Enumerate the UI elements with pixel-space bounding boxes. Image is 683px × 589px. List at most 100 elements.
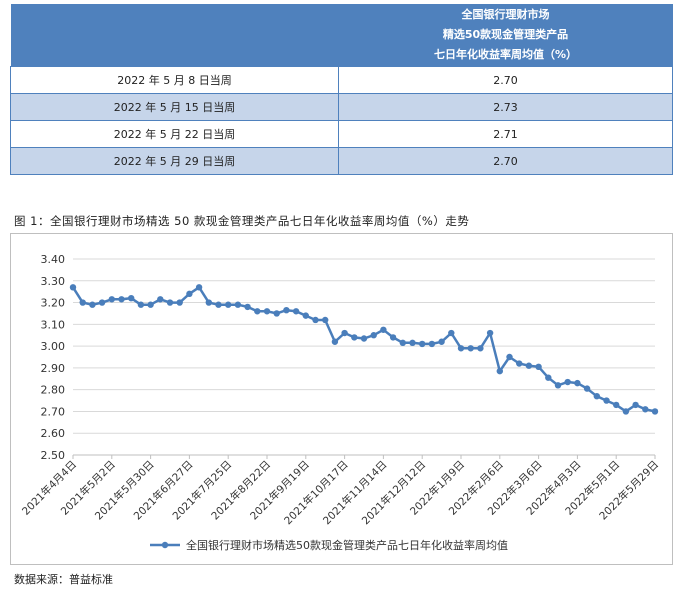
data-point — [195, 284, 203, 291]
data-point — [351, 334, 358, 341]
week-cell: 2022 年 5 月 15 日当周 — [10, 93, 339, 121]
y-tick-label: 3.40 — [41, 253, 66, 266]
data-point — [108, 296, 116, 303]
y-tick-label: 3.30 — [41, 275, 66, 288]
data-point — [147, 301, 154, 308]
data-point — [176, 299, 183, 306]
series-line — [71, 286, 656, 413]
data-point — [622, 408, 630, 415]
table-row: 2022 年 5 月 22 日当周 2.71 — [10, 120, 673, 148]
data-point — [292, 308, 300, 315]
data-point — [448, 329, 455, 337]
data-point — [554, 382, 562, 389]
data-point — [118, 296, 125, 303]
data-point — [244, 303, 251, 311]
header-line: 七日年化收益率周均值（%） — [433, 48, 578, 61]
data-point — [525, 362, 533, 369]
data-point — [409, 339, 416, 347]
data-point — [642, 406, 649, 413]
y-tick-label: 3.10 — [41, 318, 66, 331]
week-cell: 2022 年 5 月 8 日当周 — [10, 66, 339, 94]
y-tick-label: 2.80 — [41, 384, 66, 397]
legend-label: 全国银行理财市场精选50款现金管理类产品七日年化收益率周均值 — [186, 538, 508, 552]
table-row: 2022 年 5 月 29 日当周 2.70 — [10, 147, 673, 175]
legend-marker — [161, 541, 169, 549]
data-point — [186, 290, 193, 298]
data-point — [225, 301, 232, 308]
data-point — [263, 308, 271, 315]
y-tick-label: 3.00 — [41, 340, 66, 353]
data-point — [370, 332, 377, 339]
data-point — [564, 378, 571, 386]
data-point — [157, 296, 164, 303]
data-point — [419, 340, 426, 348]
data-point — [632, 401, 639, 409]
data-point — [535, 363, 542, 370]
data-point — [360, 335, 368, 342]
header-empty-cell — [10, 4, 339, 67]
value-cell: 2.71 — [338, 120, 673, 148]
y-tick-label: 2.50 — [41, 449, 66, 462]
data-point — [79, 299, 86, 306]
value-cell: 2.70 — [338, 66, 673, 94]
summary-table: 全国银行理财市场 精选50款现金管理类产品 七日年化收益率周均值（%） 2022… — [10, 4, 673, 175]
data-point — [234, 301, 242, 308]
header-line: 全国银行理财市场 — [461, 8, 550, 21]
x-tick-label: 2021年10月17日 — [281, 458, 350, 527]
data-point — [254, 308, 261, 315]
data-point — [312, 316, 319, 324]
y-tick-label: 2.70 — [41, 405, 66, 418]
data-point — [428, 340, 436, 348]
data-source: 数据来源：普益标准 — [14, 573, 113, 586]
data-point — [399, 339, 406, 347]
y-tick-label: 2.60 — [41, 427, 66, 440]
data-point — [98, 299, 106, 306]
data-point — [506, 353, 513, 361]
data-point — [89, 301, 96, 308]
value-cell: 2.70 — [338, 147, 673, 175]
data-point — [593, 393, 600, 400]
header-title-cell: 全国银行理财市场 精选50款现金管理类产品 七日年化收益率周均值（%） — [338, 4, 673, 67]
data-point — [166, 299, 174, 306]
table-row: 2022 年 5 月 15 日当周 2.73 — [10, 93, 673, 121]
x-tick-label: 2021年11月14日 — [320, 458, 389, 527]
data-point — [651, 408, 659, 415]
figure-caption: 图 1：全国银行理财市场精选 50 款现金管理类产品七日年化收益率周均值（%）走… — [14, 214, 470, 228]
data-point — [486, 329, 494, 337]
data-point — [137, 301, 145, 308]
data-point — [603, 397, 610, 404]
data-point — [69, 284, 77, 291]
data-point — [322, 316, 329, 324]
data-point — [574, 379, 581, 387]
data-point — [215, 301, 222, 308]
chart-frame — [10, 233, 673, 565]
data-point — [545, 374, 552, 381]
data-point — [302, 312, 309, 319]
table-row: 2022 年 5 月 8 日当周 2.70 — [10, 66, 673, 94]
y-tick-label: 3.20 — [41, 297, 66, 310]
data-point — [496, 367, 503, 375]
data-point — [341, 329, 348, 337]
week-cell: 2022 年 5 月 29 日当周 — [10, 147, 339, 175]
data-point — [331, 338, 339, 345]
x-tick-label: 2021年12月12日 — [359, 458, 428, 527]
data-point — [283, 306, 290, 314]
y-tick-label: 2.90 — [41, 362, 66, 375]
data-point — [273, 310, 280, 317]
header-line: 精选50款现金管理类产品 — [442, 28, 569, 41]
value-cell: 2.73 — [338, 93, 673, 121]
data-point — [128, 295, 135, 302]
data-point — [457, 345, 465, 352]
data-point — [389, 334, 397, 341]
data-point — [438, 338, 445, 345]
data-point — [380, 326, 387, 333]
table-header-row: 全国银行理财市场 精选50款现金管理类产品 七日年化收益率周均值（%） — [10, 4, 673, 67]
data-point — [467, 345, 474, 352]
data-point — [583, 385, 591, 392]
data-point — [205, 299, 212, 306]
data-point — [477, 345, 484, 352]
data-point — [516, 360, 523, 367]
week-cell: 2022 年 5 月 22 日当周 — [10, 120, 339, 148]
data-point — [613, 401, 620, 409]
